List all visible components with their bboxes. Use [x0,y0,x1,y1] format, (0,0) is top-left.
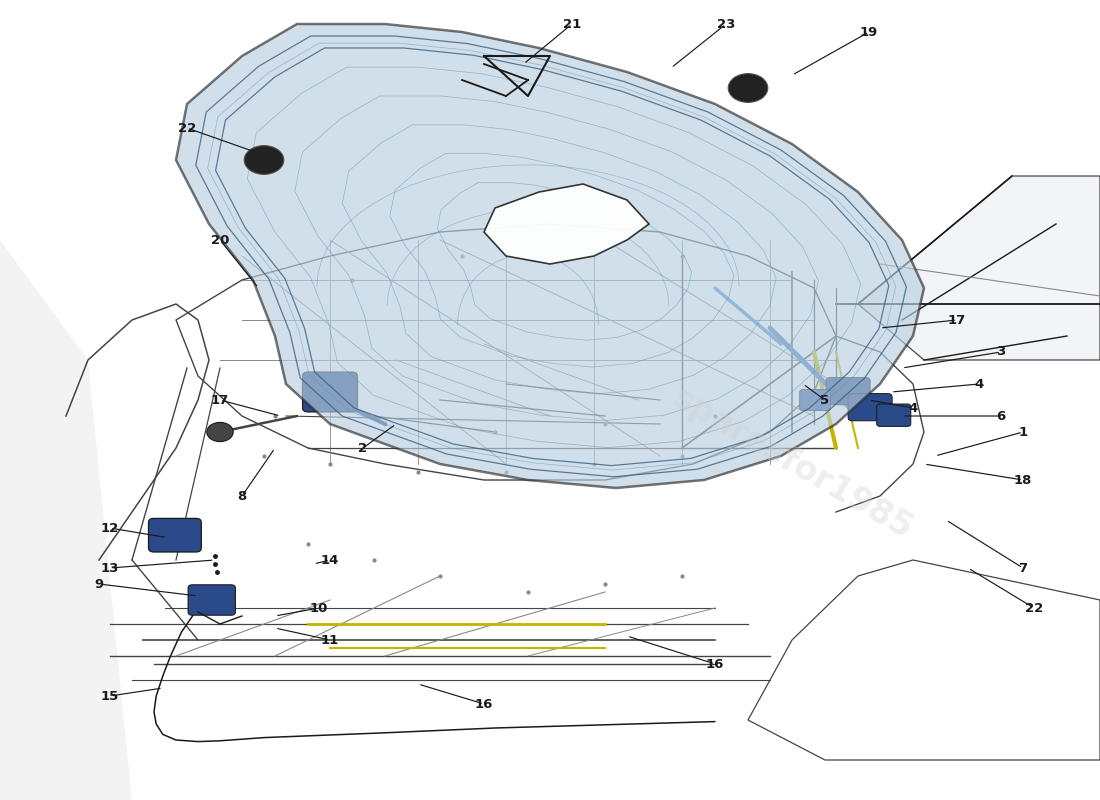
Text: 1: 1 [1019,426,1027,438]
Text: 3: 3 [997,346,1005,358]
FancyBboxPatch shape [877,404,911,426]
Polygon shape [484,184,649,264]
Text: 17: 17 [211,394,229,406]
Circle shape [244,146,284,174]
Text: 20: 20 [211,234,229,246]
Text: 21: 21 [563,18,581,30]
Text: 9: 9 [95,578,103,590]
Polygon shape [858,176,1100,360]
Text: 17: 17 [948,314,966,326]
Text: 22: 22 [1025,602,1043,614]
Text: 22: 22 [178,122,196,134]
Text: 12: 12 [101,522,119,534]
Circle shape [207,422,233,442]
FancyBboxPatch shape [188,585,235,615]
Text: 4: 4 [909,402,917,414]
Text: 15: 15 [101,690,119,702]
FancyBboxPatch shape [302,372,358,412]
Text: 5: 5 [821,394,829,406]
Text: 18: 18 [1014,474,1032,486]
Text: 10: 10 [310,602,328,614]
Text: 8: 8 [238,490,246,502]
Text: 13: 13 [101,562,119,574]
Text: 23: 23 [717,18,735,30]
FancyBboxPatch shape [826,378,870,405]
Text: sparesfor1985: sparesfor1985 [667,382,917,546]
Polygon shape [176,24,924,488]
Text: 19: 19 [860,26,878,38]
Text: 16: 16 [475,698,493,710]
Text: 4: 4 [975,378,983,390]
Polygon shape [0,240,132,800]
Text: 11: 11 [321,634,339,646]
Text: 14: 14 [321,554,339,566]
FancyBboxPatch shape [148,518,201,552]
Text: 2: 2 [359,442,367,454]
Text: 16: 16 [706,658,724,670]
FancyBboxPatch shape [800,390,830,410]
Text: 7: 7 [1019,562,1027,574]
FancyBboxPatch shape [848,394,892,421]
Text: 6: 6 [997,410,1005,422]
Circle shape [728,74,768,102]
